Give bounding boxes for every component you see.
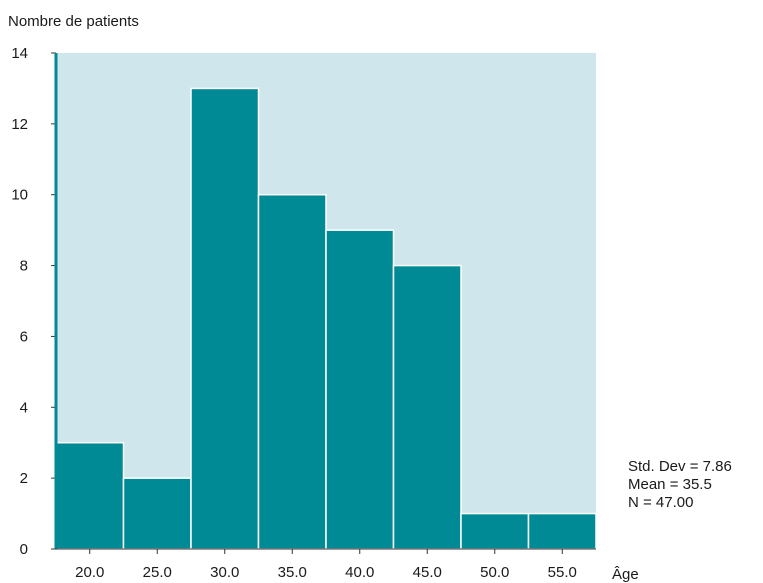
- y-ticks-group: 0 2 4 6 8 10 12 14: [11, 45, 56, 558]
- bar-4: [325, 229, 395, 550]
- bar-7: [527, 512, 597, 550]
- bar-6: [460, 512, 530, 550]
- std-dev-stat: Std. Dev = 7.86: [628, 458, 732, 475]
- statistics-box: Std. Dev = 7.86 Mean = 35.5 N = 47.00: [628, 458, 732, 512]
- y-tick-label-5: 10: [11, 187, 28, 204]
- x-tick-label-1: 25.0: [143, 564, 172, 581]
- y-tick-label-7: 14: [11, 45, 28, 62]
- bars-group: [55, 87, 597, 550]
- x-tick-label-5: 45.0: [413, 564, 442, 581]
- x-ticks-group: 20.0 25.0 30.0 35.0 40.0 45.0 50.0 55.0: [75, 549, 577, 581]
- bar-3: [257, 193, 327, 550]
- y-tick-label-3: 6: [20, 328, 28, 345]
- y-tick-label-4: 8: [20, 258, 28, 275]
- y-tick-label-6: 12: [11, 116, 28, 133]
- y-axis-title: Nombre de patients: [8, 13, 139, 30]
- x-tick-label-7: 55.0: [548, 564, 577, 581]
- mean-stat: Mean = 35.5: [628, 476, 712, 493]
- x-axis-title: Âge: [612, 566, 639, 583]
- y-tick-label-2: 4: [20, 399, 28, 416]
- x-tick-label-4: 40.0: [345, 564, 374, 581]
- x-tick-label-2: 30.0: [210, 564, 239, 581]
- x-tick-label-0: 20.0: [75, 564, 104, 581]
- bar-0: [55, 441, 125, 550]
- bar-1: [122, 477, 192, 550]
- x-tick-label-3: 35.0: [278, 564, 307, 581]
- y-tick-label-1: 2: [20, 470, 28, 487]
- y-tick-label-0: 0: [20, 541, 28, 558]
- x-tick-label-6: 50.0: [480, 564, 509, 581]
- bar-5: [392, 264, 462, 550]
- n-stat: N = 47.00: [628, 494, 694, 511]
- bar-2: [190, 87, 260, 550]
